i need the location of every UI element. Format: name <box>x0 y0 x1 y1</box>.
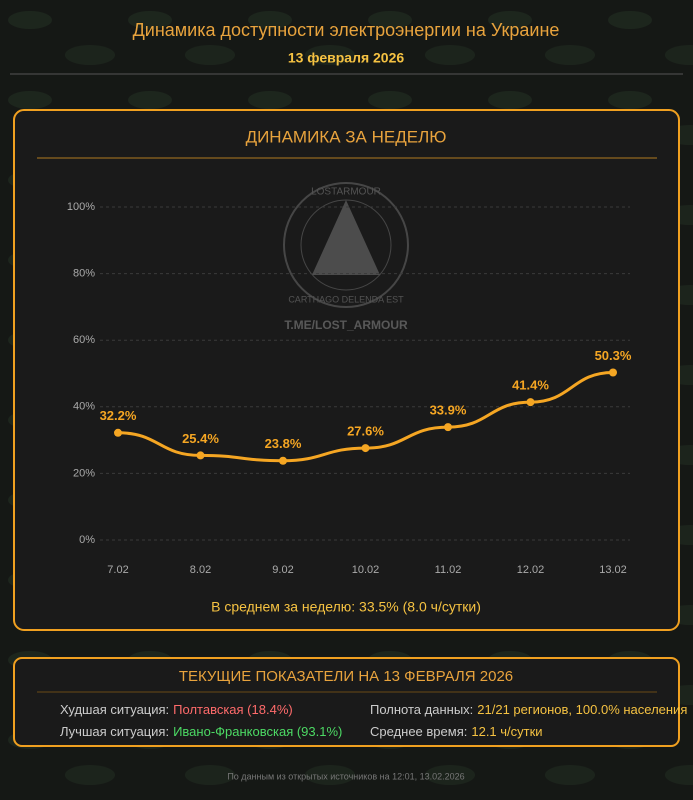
footer: По данным из открытых источников на 12:0… <box>227 771 464 781</box>
y-tick-label: 60% <box>73 334 95 346</box>
item-label: Полнота данных: <box>370 702 473 717</box>
x-tick-label: 7.02 <box>107 564 128 576</box>
chart-title: ДИНАМИКА ЗА НЕДЕЛЮ <box>246 127 447 146</box>
watermark-ring <box>283 182 409 308</box>
x-tick-label: 12.02 <box>517 564 545 576</box>
value-label: 23.8% <box>265 436 302 451</box>
point <box>609 368 617 377</box>
summary-item: Среднее время: 12.1 ч/сутки <box>370 724 543 739</box>
value-label: 33.9% <box>430 403 467 418</box>
item-label: Лучшая ситуация: <box>60 724 169 739</box>
y-tick-label: 0% <box>79 534 95 546</box>
page-date: 13 февраля 2026 <box>288 50 405 66</box>
point <box>196 451 205 460</box>
summary-items: Худшая ситуация: Полтавская (18.4%) Лучшая… <box>60 702 687 739</box>
value-label: 25.4% <box>182 431 219 446</box>
point <box>114 428 122 437</box>
x-tick-label: 11.02 <box>435 564 462 576</box>
summary-item: Полнота данных: 21/21 регионов, 100.0% на… <box>370 702 687 717</box>
item-value: Ивано-Франковская (93.1%) <box>173 724 342 739</box>
y-tick-label: 40% <box>73 401 95 413</box>
watermark-text: LOSTARMOUR <box>311 187 381 198</box>
item-value: Полтавская (18.4%) <box>173 702 293 717</box>
x-tick-label: 10.02 <box>352 564 380 576</box>
value-label: 41.4% <box>512 378 549 393</box>
y-tick-label: 80% <box>73 268 95 280</box>
y-tick-label: 100% <box>67 201 95 213</box>
chart-annotation: В среднем за неделю: 33.5% (8.0 ч/сутки) <box>211 599 481 615</box>
watermark-text: CARTHAGO DELENDA EST <box>288 294 404 304</box>
value-label: 32.2% <box>100 408 137 423</box>
watermark: LOSTARMOUR CARTHAGO DELENDA EST T.ME/LOS… <box>283 182 409 332</box>
page-title: Динамика доступности электроэнергии на У… <box>133 20 560 40</box>
watermark-link: T.ME/LOST_ARMOUR <box>284 318 408 332</box>
item-value: 21/21 регионов, 100.0% населения <box>477 702 687 717</box>
value-label: 50.3% <box>595 348 632 363</box>
point <box>279 456 287 465</box>
summary-title: ТЕКУЩИЕ ПОКАЗАТЕЛИ НА 13 ФЕВРАЛЯ 2026 <box>179 668 513 685</box>
item-value: 12.1 ч/сутки <box>471 724 542 739</box>
point <box>361 444 370 453</box>
x-tick-label: 9.02 <box>272 564 293 576</box>
y-tick-label: 20% <box>73 467 95 479</box>
chart-panel <box>13 109 680 631</box>
watermark-logo <box>312 200 380 275</box>
x-tick-label: 13.02 <box>599 564 627 576</box>
item-label: Среднее время: <box>370 724 467 739</box>
summary-item: Лучшая ситуация: Ивано-Франковская (93.1%… <box>60 724 342 739</box>
x-tick-label: 8.02 <box>190 564 211 576</box>
summary-panel <box>13 657 680 747</box>
point <box>444 423 452 432</box>
summary-item: Худшая ситуация: Полтавская (18.4%) <box>60 702 293 717</box>
item-label: Худшая ситуация: <box>60 702 169 717</box>
point <box>526 398 535 407</box>
watermark-ring <box>300 199 392 291</box>
value-label: 27.6% <box>347 424 384 439</box>
